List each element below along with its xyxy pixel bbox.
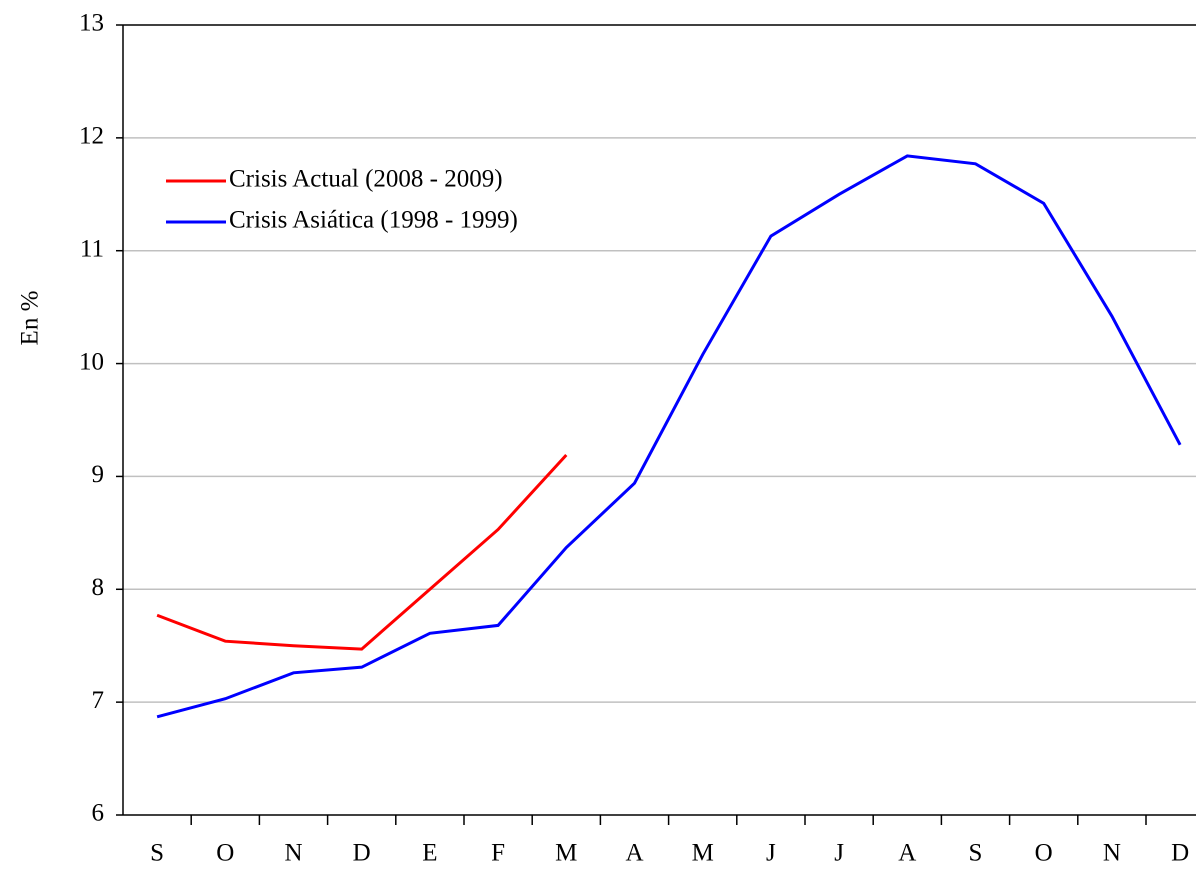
x-tick-label: J	[834, 840, 844, 867]
x-tick-label: M	[692, 840, 714, 867]
y-tick-label: 9	[92, 461, 105, 488]
series-line	[156, 154, 1182, 719]
y-tick-label: 7	[92, 687, 105, 714]
x-tick-label: M	[555, 840, 577, 867]
legend-label: Crisis Actual (2008 - 2009)	[229, 166, 503, 193]
x-tick-label: O	[216, 840, 234, 867]
y-tick-label: 8	[92, 574, 105, 601]
x-tick-label: F	[491, 840, 505, 867]
series-line	[156, 453, 568, 651]
x-tick-label: E	[422, 840, 437, 867]
x-tick-label: O	[1035, 840, 1053, 867]
x-tick-label: A	[898, 840, 916, 867]
x-tick-label: N	[284, 840, 302, 867]
x-tick-label: D	[353, 840, 371, 867]
x-tick-label: A	[625, 840, 643, 867]
y-tick-label: 11	[80, 235, 104, 262]
y-tick-label: 12	[79, 123, 104, 150]
y-axis-label: En %	[17, 291, 44, 346]
x-tick-label: J	[766, 840, 776, 867]
x-tick-label: N	[1103, 840, 1121, 867]
x-tick-label: D	[1171, 840, 1189, 867]
y-tick-label: 10	[79, 348, 104, 375]
y-tick-label: 13	[79, 10, 104, 37]
y-tick-label: 6	[92, 800, 105, 827]
x-tick-label: S	[969, 840, 983, 867]
x-tick-label: S	[150, 840, 164, 867]
legend-label: Crisis Asiática (1998 - 1999)	[229, 207, 518, 234]
